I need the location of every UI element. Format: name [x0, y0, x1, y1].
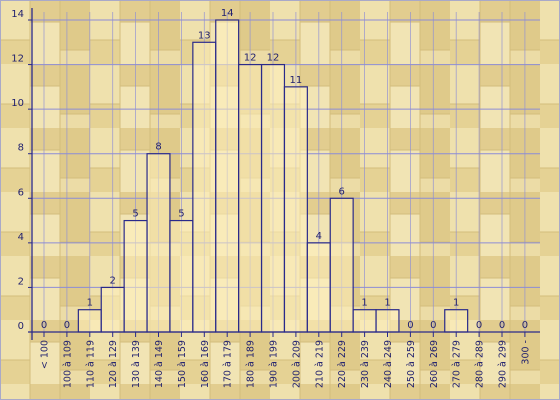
x-tick-label: 200 à 209	[291, 340, 302, 388]
y-tick-label: 4	[18, 232, 24, 243]
bar-value-label: 0	[64, 320, 70, 331]
x-tick-label: 180 à 189	[246, 340, 257, 388]
bar-value-label: 1	[87, 298, 93, 309]
histogram-bar	[192, 41, 217, 333]
bar-value-label: 2	[110, 275, 116, 286]
histogram-bar	[123, 219, 148, 333]
bar-value-label: 12	[244, 53, 257, 64]
x-tick-label: 210 à 219	[314, 340, 325, 388]
x-tick-label: 280 à 289	[475, 340, 486, 388]
y-tick-label: 2	[18, 276, 24, 287]
bar-value-label: 0	[430, 320, 436, 331]
y-tick-label: 12	[11, 54, 24, 65]
histogram-bar	[283, 86, 308, 333]
bar-value-label: 12	[267, 53, 280, 64]
x-tick-label: 290 à 299	[498, 340, 509, 388]
x-tick-label: < 100	[40, 340, 51, 369]
bar-value-label: 1	[361, 298, 367, 309]
bar-value-label: 0	[41, 320, 47, 331]
histogram-bar	[260, 63, 286, 333]
x-tick-label: 100 à 109	[62, 340, 73, 388]
x-tick-label: 110 à 119	[85, 340, 96, 388]
histogram-bar	[215, 19, 240, 333]
bar-value-label: 0	[407, 320, 413, 331]
histogram-bar	[77, 309, 102, 333]
x-tick-label: 250 à 259	[406, 340, 417, 388]
x-tick-label: 190 à 199	[269, 340, 280, 388]
x-tick-label: 220 à 229	[337, 340, 348, 388]
x-tick-label: 170 à 179	[223, 340, 234, 388]
bar-value-label: 5	[178, 209, 184, 220]
axes	[28, 8, 540, 340]
x-tick-label: 140 à 149	[154, 340, 165, 388]
histogram-bar	[169, 219, 194, 333]
bar-value-label: 6	[339, 186, 345, 197]
bar-value-label: 1	[384, 298, 390, 309]
x-tick-label: 270 à 279	[452, 340, 463, 388]
bar-value-label: 1	[453, 298, 459, 309]
y-tick-label: 0	[18, 321, 24, 332]
x-tick-label: 120 à 129	[108, 340, 119, 388]
x-tick-label: 230 à 239	[360, 340, 371, 388]
bar-value-label: 4	[316, 231, 322, 242]
y-tick-label: 14	[11, 9, 24, 20]
histogram-bar	[306, 242, 331, 333]
x-tick-label: 240 à 249	[383, 340, 394, 388]
x-tick-label: 150 à 159	[177, 340, 188, 388]
y-tick-label: 10	[11, 98, 24, 109]
bar-value-label: 0	[499, 320, 505, 331]
bar-value-label: 8	[155, 142, 161, 153]
x-tick-label: 160 à 169	[200, 340, 211, 388]
x-tick-label: 260 à 269	[429, 340, 440, 388]
bar-value-label: 0	[522, 320, 528, 331]
x-tick-label: 300 -	[520, 340, 531, 365]
histogram-bar	[238, 63, 263, 333]
bar-value-label: 0	[476, 320, 482, 331]
x-tick-label: 130 à 139	[131, 340, 142, 388]
bar-value-label: 14	[221, 8, 234, 19]
histogram-bar	[375, 309, 400, 333]
histogram-bar	[146, 153, 171, 333]
histogram-bar	[329, 197, 354, 333]
y-tick-label: 8	[18, 143, 24, 154]
histogram-bar	[444, 309, 469, 333]
bar-value-label: 13	[198, 30, 211, 41]
bar-value-label: 11	[290, 75, 303, 86]
histogram-bar	[352, 309, 377, 333]
bar-value-label: 5	[132, 209, 138, 220]
y-tick-label: 6	[18, 187, 24, 198]
histogram-bar	[100, 286, 125, 333]
